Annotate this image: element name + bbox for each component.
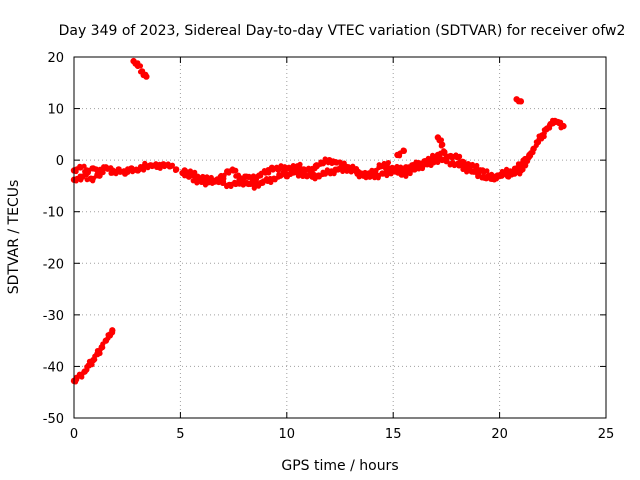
x-tick-label: 0	[70, 427, 78, 442]
data-point	[96, 172, 103, 179]
data-point	[517, 98, 525, 105]
grid-layer	[74, 57, 606, 418]
data-point	[297, 161, 303, 168]
data-point	[459, 161, 465, 167]
data-point	[81, 163, 87, 169]
data-point	[137, 63, 144, 69]
chart-title: Day 349 of 2023, Sidereal Day-to-day VTE…	[59, 23, 626, 39]
y-tick-label: -50	[43, 412, 64, 427]
data-point	[474, 162, 480, 169]
data-point	[438, 141, 446, 148]
data-point	[456, 153, 463, 160]
x-tick-label: 10	[279, 427, 296, 442]
y-tick-label: 20	[47, 51, 64, 66]
data-point	[400, 147, 408, 155]
data-point	[83, 172, 90, 178]
y-tick-label: 0	[56, 154, 64, 169]
data-point	[172, 166, 180, 173]
y-tick-label: 10	[47, 103, 64, 118]
data-point	[93, 166, 99, 172]
x-tick-label: 20	[491, 427, 508, 442]
axis-ticks: 0 5 10 15 20 25 -50 -40 -30 -20 -10 0 10 20	[43, 51, 615, 442]
x-axis-label: GPS time / hours	[281, 458, 398, 474]
y-tick-label: -40	[43, 360, 64, 375]
y-tick-label: -20	[43, 257, 64, 272]
data-point	[356, 168, 362, 175]
data-point	[143, 73, 150, 80]
plot-frame	[73, 56, 607, 419]
data-point	[444, 157, 450, 163]
data-point	[208, 174, 214, 181]
data-point	[192, 169, 198, 175]
data-point	[526, 151, 533, 159]
data-points	[70, 57, 567, 385]
data-point	[169, 162, 176, 168]
data-point	[442, 149, 448, 155]
data-point	[220, 178, 227, 185]
y-axis-label: SDTVAR / TECUs	[6, 180, 22, 295]
data-point	[560, 122, 567, 130]
x-tick-label: 15	[385, 427, 402, 442]
data-point	[476, 170, 482, 176]
data-point	[109, 327, 116, 334]
data-point	[484, 168, 490, 174]
x-tick-label: 5	[176, 427, 184, 442]
data-point	[343, 163, 349, 169]
y-tick-label: -10	[43, 206, 64, 221]
data-point	[385, 160, 392, 166]
y-tick-label: -30	[43, 309, 64, 324]
x-tick-label: 25	[598, 427, 615, 442]
data-point	[233, 167, 239, 173]
data-point	[438, 137, 445, 143]
